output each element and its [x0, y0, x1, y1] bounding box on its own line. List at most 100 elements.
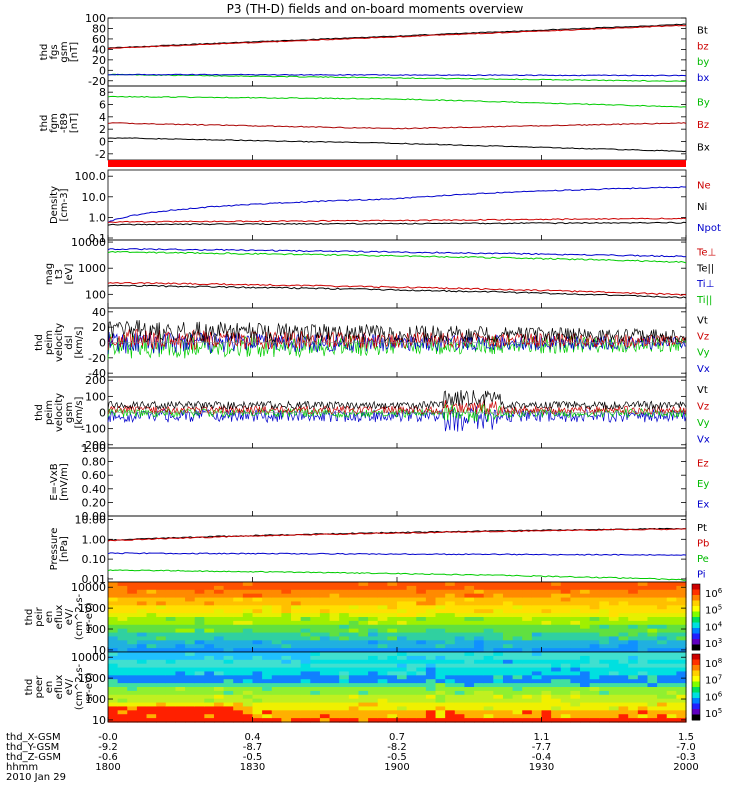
spectrogram-cell [531, 605, 543, 610]
spectrogram-cell [223, 624, 234, 630]
y-tick-label: -200 [81, 439, 106, 452]
spectrogram-cell [464, 667, 475, 673]
spectrogram-cell [416, 706, 427, 711]
spectrogram-cell [233, 659, 244, 665]
spectrogram-cell [329, 659, 340, 665]
spectrogram-cell [339, 593, 350, 599]
spectrogram-cell [397, 702, 408, 708]
y-axis-label: thd [34, 404, 45, 421]
spectrogram-cell [502, 690, 514, 696]
spectrogram-cell [522, 613, 533, 618]
spectrogram-cell [406, 706, 417, 711]
spectrogram-cell [387, 624, 398, 630]
spectrogram-cell [339, 589, 350, 595]
spectrogram-cell [127, 655, 138, 661]
spectrogram-cell [319, 609, 331, 614]
spectrogram-cell [175, 613, 186, 618]
spectrogram-cell [204, 667, 215, 673]
spectrogram-cell [637, 655, 649, 661]
spectrogram-cell [136, 593, 148, 599]
spectrogram-cell [300, 683, 311, 688]
spectrogram-cell [233, 597, 244, 603]
spectrogram-cell [348, 706, 360, 711]
spectrogram-cell [560, 663, 571, 669]
spectrogram-cell [108, 694, 119, 700]
spectrogram-cell [108, 663, 119, 669]
spectrogram-cell [647, 582, 658, 587]
spectrogram-cell [358, 690, 369, 696]
spectrogram-cell [464, 597, 475, 603]
spectrogram-cell [599, 698, 610, 704]
spectrogram-cell [474, 585, 485, 591]
spectrogram-cell [406, 698, 417, 704]
spectrogram-cell [464, 640, 475, 645]
spectrogram-cell [262, 648, 273, 653]
spectrogram-cell [213, 589, 225, 595]
spectrogram-cell [570, 605, 581, 610]
spectrogram-cell [146, 694, 157, 700]
spectrogram-cell [358, 652, 369, 657]
spectrogram-cell [204, 655, 215, 661]
spectrogram-cell [387, 644, 398, 649]
spectrogram-cell [348, 671, 360, 676]
spectrogram-cell [570, 617, 581, 622]
spectrogram-cell [204, 589, 215, 595]
spectrogram-cell [483, 624, 494, 630]
spectrogram-cell [445, 655, 456, 661]
spectrogram-cell [339, 671, 350, 676]
spectrogram-cell [666, 609, 677, 614]
spectrogram-cell [242, 582, 254, 587]
spectrogram-cell [551, 683, 562, 688]
spectrogram-cell [397, 667, 408, 673]
spectrogram-cell [657, 620, 668, 626]
spectrogram-cell [551, 601, 562, 606]
spectrogram-cell [570, 659, 581, 665]
spectrogram-cell [406, 690, 417, 696]
spectrogram-cell [185, 620, 196, 626]
spectrogram-cell [127, 706, 138, 711]
spectrogram-cell [454, 710, 466, 715]
spectrogram-cell [329, 620, 340, 626]
spectrogram-cell [512, 613, 523, 618]
spectrogram-cell [348, 694, 360, 700]
spectrogram-cell [300, 620, 311, 626]
spectrogram-cell [175, 683, 186, 688]
spectrogram-cell [127, 652, 138, 657]
spectrogram-cell [146, 617, 157, 622]
spectrogram-cell [368, 582, 379, 587]
spectrogram-cell [397, 593, 408, 599]
spectrogram-cell [637, 663, 649, 669]
spectrogram-cell [387, 601, 398, 606]
spectrogram-cell [474, 605, 485, 610]
y-axis-label: eV/ [64, 608, 75, 625]
spectrogram-cell [647, 671, 658, 676]
spectrogram-cell [464, 648, 475, 653]
spectrogram-cell [483, 655, 494, 661]
spectrogram-cell [483, 698, 494, 704]
spectrogram-cell [204, 617, 215, 622]
spectrogram-cell [522, 710, 533, 715]
spectrogram-cell [281, 714, 292, 719]
spectrogram-cell [522, 585, 533, 591]
spectrogram-cell [464, 593, 475, 599]
spectrogram-cell [406, 585, 417, 591]
spectrogram-cell [657, 652, 668, 657]
spectrogram-cell [262, 683, 273, 688]
spectrogram-cell [233, 655, 244, 661]
spectrogram-cell [233, 609, 244, 614]
spectrogram-cell [108, 671, 119, 676]
spectrogram-cell [136, 605, 148, 610]
spectrogram-cell [618, 690, 629, 696]
spectrogram-cell [213, 620, 225, 626]
spectrogram-cell [628, 690, 639, 696]
spectrogram-cell [175, 632, 186, 638]
spectrogram-cell [194, 636, 205, 641]
spectrogram-cell [233, 663, 244, 669]
spectrogram-cell [310, 582, 321, 587]
spectrogram-cell [156, 624, 167, 630]
series-line-Pe [107, 569, 687, 581]
spectrogram-cell [252, 636, 263, 641]
spectrogram-cell [647, 624, 658, 630]
